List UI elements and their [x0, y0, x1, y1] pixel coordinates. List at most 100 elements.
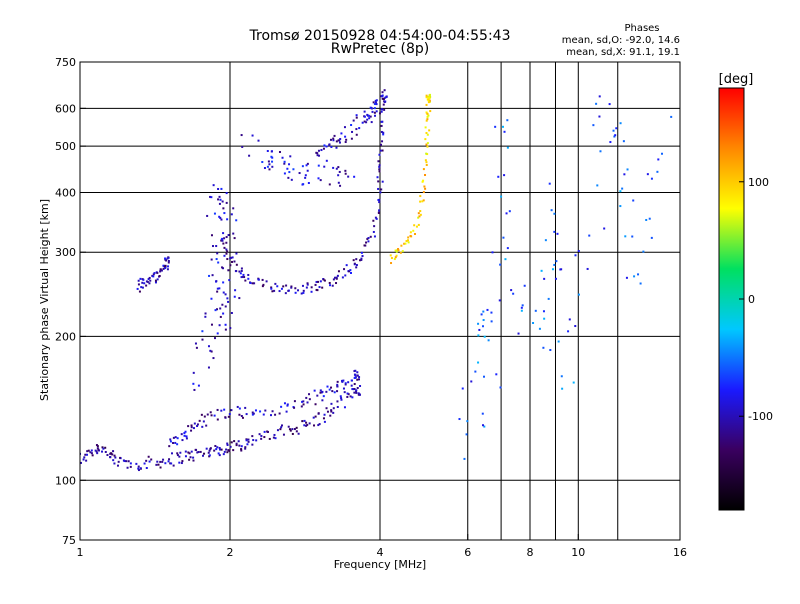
data-point — [306, 401, 309, 404]
data-point — [482, 319, 485, 322]
data-point — [226, 258, 229, 261]
data-point — [156, 278, 159, 281]
data-point — [227, 234, 230, 237]
data-point — [166, 257, 169, 260]
data-point — [355, 128, 358, 131]
data-point — [380, 143, 383, 146]
data-point — [227, 269, 230, 272]
data-point — [353, 391, 356, 394]
data-point — [328, 183, 331, 186]
data-point — [181, 460, 184, 463]
data-point — [348, 270, 351, 273]
x-tick-label: 1 — [77, 546, 84, 559]
data-point — [162, 458, 165, 461]
data-point — [363, 115, 366, 118]
data-point — [89, 451, 92, 454]
data-point — [353, 383, 356, 386]
data-point — [181, 439, 184, 442]
data-point — [352, 119, 355, 122]
data-point — [148, 460, 151, 463]
data-point — [215, 280, 218, 283]
data-point — [613, 135, 616, 138]
data-point — [331, 284, 334, 287]
data-point — [208, 449, 211, 452]
data-point — [346, 395, 349, 398]
data-point — [377, 180, 380, 183]
data-point — [224, 323, 227, 326]
data-point — [170, 452, 173, 455]
data-point — [247, 273, 250, 276]
data-point — [625, 276, 628, 279]
data-point — [339, 395, 342, 398]
data-point — [293, 400, 296, 403]
data-point — [349, 271, 352, 274]
data-point — [110, 452, 113, 455]
data-point — [238, 413, 241, 416]
data-point — [427, 95, 430, 98]
y-axis-label: Stationary phase Virtual Height [km] — [38, 199, 51, 401]
data-point — [325, 390, 328, 393]
data-point — [323, 165, 326, 168]
data-point — [217, 261, 220, 264]
data-point — [233, 237, 236, 240]
data-point — [137, 279, 140, 282]
data-point — [240, 269, 243, 272]
data-point — [421, 180, 424, 183]
data-point — [168, 445, 171, 448]
data-point — [314, 283, 317, 286]
data-point — [422, 191, 425, 194]
data-point — [263, 436, 266, 439]
data-point — [195, 346, 198, 349]
data-point — [123, 460, 126, 463]
data-point — [341, 276, 344, 279]
data-point — [273, 433, 276, 436]
data-point — [370, 121, 373, 124]
data-point — [572, 381, 575, 384]
data-point — [104, 446, 107, 449]
data-point — [221, 237, 224, 240]
data-point — [424, 138, 427, 141]
data-point — [351, 396, 354, 399]
data-point — [381, 91, 384, 94]
data-point — [162, 264, 165, 267]
data-point — [648, 217, 651, 220]
data-point — [382, 97, 385, 100]
data-point — [339, 137, 342, 140]
data-point — [290, 285, 293, 288]
data-point — [197, 451, 200, 454]
data-point — [210, 323, 213, 326]
data-point — [405, 240, 408, 243]
data-point — [228, 413, 231, 416]
x-tick-label: 16 — [673, 546, 687, 559]
data-point — [322, 417, 325, 420]
data-point — [179, 451, 182, 454]
data-point — [428, 99, 431, 102]
data-point — [409, 234, 412, 237]
data-point — [282, 433, 285, 436]
data-point — [356, 378, 359, 381]
data-point — [251, 443, 254, 446]
data-point — [84, 453, 87, 456]
y-tick-label: 75 — [62, 534, 76, 547]
data-point — [154, 281, 157, 284]
data-point — [340, 132, 343, 135]
data-point — [491, 251, 494, 254]
data-point — [91, 454, 94, 457]
data-point — [328, 388, 331, 391]
data-point — [301, 284, 304, 287]
data-point — [355, 390, 358, 393]
data-point — [382, 103, 385, 106]
data-point — [319, 389, 322, 392]
data-point — [167, 261, 170, 264]
data-point — [355, 133, 358, 136]
data-point — [260, 437, 263, 440]
data-point — [241, 416, 244, 419]
data-point — [650, 236, 653, 239]
data-point — [205, 447, 208, 450]
data-point — [505, 212, 508, 215]
data-point — [184, 430, 187, 433]
data-point — [425, 111, 428, 114]
data-point — [360, 257, 363, 260]
data-point — [463, 457, 466, 460]
data-point — [150, 458, 153, 461]
